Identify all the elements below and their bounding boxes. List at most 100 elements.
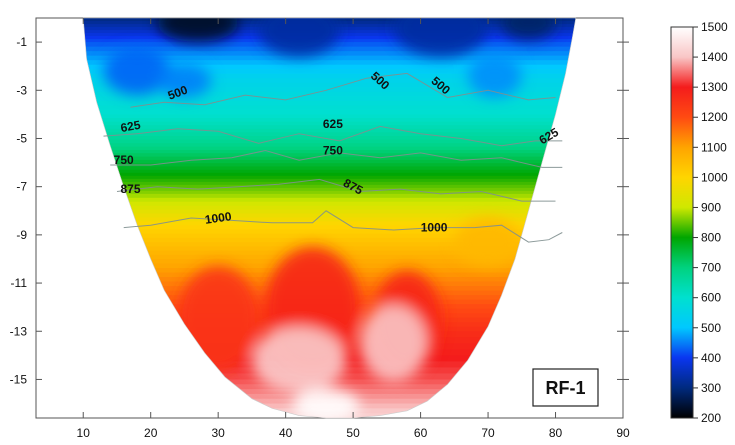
x-tick-label: 90 xyxy=(616,426,630,440)
y-axis-left: -1 -3 -5 -7 -9 -11 -13 -15 xyxy=(10,35,42,386)
velocity-band xyxy=(83,184,576,189)
colorbar-ticks: 200 300 400 500 600 700 800 900 1000 1100 1200 1300… xyxy=(693,20,728,425)
velocity-band xyxy=(83,201,576,207)
x-tick-label: 70 xyxy=(481,426,495,440)
velocity-anomaly xyxy=(258,18,340,57)
y-tick-label: -3 xyxy=(16,83,27,97)
velocity-band xyxy=(83,96,576,102)
velocity-band xyxy=(83,159,576,164)
velocity-band xyxy=(83,225,576,231)
contour-label: 750 xyxy=(323,144,343,158)
y-tick-label: -9 xyxy=(16,228,27,242)
contour-line-625 xyxy=(103,125,563,147)
contour-label: 625 xyxy=(323,117,343,131)
colorbar-tick-label: 300 xyxy=(701,381,721,395)
x-tick-label: 50 xyxy=(346,426,360,440)
velocity-band xyxy=(83,246,576,252)
x-tick-label: 40 xyxy=(279,426,293,440)
velocity-band xyxy=(83,125,576,130)
velocity-anomaly xyxy=(501,18,556,40)
colorbar-tick-label: 900 xyxy=(701,200,721,214)
velocity-band xyxy=(83,64,576,70)
velocity-band xyxy=(83,55,576,61)
velocity-anomalies xyxy=(103,18,556,418)
rf-badge-box xyxy=(532,368,599,407)
velocity-band xyxy=(83,187,576,192)
y-tick-label: -11 xyxy=(11,276,28,290)
colorbar-fill xyxy=(670,26,694,419)
velocity-band xyxy=(83,73,576,79)
velocity-anomaly xyxy=(157,63,212,98)
y-axis-right xyxy=(617,41,629,380)
velocity-band xyxy=(83,169,576,174)
velocity-band xyxy=(83,149,576,154)
velocity-band xyxy=(83,136,576,141)
x-tick-label: 30 xyxy=(211,426,225,440)
velocity-band xyxy=(83,121,576,126)
x-tick-label: 10 xyxy=(77,426,91,440)
colorbar-tick-label: 1000 xyxy=(701,170,728,184)
y-tick-label: -13 xyxy=(10,324,28,338)
velocity-band xyxy=(83,51,576,57)
colorbar-tick-label: 400 xyxy=(701,351,721,365)
colorbar-tick-label: 700 xyxy=(701,261,721,275)
velocity-anomaly xyxy=(454,218,522,267)
contour-line-875 xyxy=(116,178,556,202)
velocity-band xyxy=(83,221,576,226)
velocity-anomaly xyxy=(292,389,360,418)
velocity-band xyxy=(83,233,576,239)
colorbar-tick-label: 200 xyxy=(701,411,721,425)
contour-label: 875 xyxy=(120,182,140,196)
velocity-anomaly xyxy=(251,326,347,394)
colorbar-tick-label: 1400 xyxy=(701,50,728,64)
x-tick-label: 20 xyxy=(144,426,158,440)
velocity-band xyxy=(83,100,576,106)
velocity-band xyxy=(83,139,576,144)
x-tick-label: 80 xyxy=(549,426,563,440)
colorbar-tick-label: 600 xyxy=(701,291,721,305)
velocity-band xyxy=(83,78,576,84)
velocity-band xyxy=(83,172,576,177)
velocity-anomaly xyxy=(359,304,428,382)
rf-badge-label: RF-1 xyxy=(546,378,586,398)
contour-line-500 xyxy=(130,72,556,108)
colorbar-tick-label: 1200 xyxy=(701,110,728,124)
colorbar-tick-label: 500 xyxy=(701,321,721,335)
velocity-band xyxy=(83,69,576,75)
velocity-band xyxy=(83,163,576,168)
velocity-band xyxy=(83,87,576,93)
velocity-band xyxy=(83,128,576,134)
velocity-band xyxy=(83,175,576,180)
y-tick-label: -1 xyxy=(16,35,27,49)
velocity-band xyxy=(83,190,576,195)
velocity-band xyxy=(83,213,576,218)
velocity-band xyxy=(83,217,576,222)
velocity-band xyxy=(83,178,576,183)
velocity-band xyxy=(83,46,576,52)
velocity-band xyxy=(83,197,576,203)
velocity-band xyxy=(83,105,576,111)
colorbar-tick-label: 1300 xyxy=(701,80,728,94)
contour-line-1000 xyxy=(123,210,563,243)
velocity-band xyxy=(83,91,576,97)
velocity-anomaly xyxy=(467,54,522,98)
velocity-band xyxy=(83,156,576,161)
velocity-band xyxy=(83,143,576,148)
velocity-band xyxy=(83,132,576,137)
velocity-band xyxy=(83,205,576,211)
velocity-anomaly xyxy=(103,46,171,96)
y-tick-label: -7 xyxy=(16,180,27,194)
velocity-band xyxy=(83,229,576,235)
contour-label: 500 xyxy=(166,83,190,103)
velocity-band xyxy=(83,60,576,66)
y-tick-label: -15 xyxy=(10,372,28,386)
contour-label: 750 xyxy=(114,153,134,167)
velocity-band xyxy=(83,181,576,186)
x-axis: 10 20 30 40 50 60 70 80 90 xyxy=(77,18,630,440)
velocity-band xyxy=(83,109,576,115)
velocity-band xyxy=(83,114,576,119)
contour-label: 625 xyxy=(119,118,141,135)
velocity-band xyxy=(83,209,576,215)
velocity-band xyxy=(83,384,576,390)
